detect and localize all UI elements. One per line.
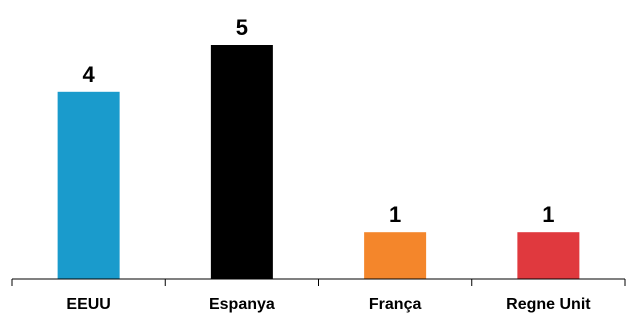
bar-frança [364, 232, 427, 279]
x-axis [11, 278, 626, 286]
value-label: 4 [83, 62, 96, 87]
value-labels-group: 4 5 1 1 [83, 15, 555, 227]
category-label: Espanya [209, 296, 275, 313]
value-label: 1 [389, 202, 401, 227]
category-label: EEUU [66, 296, 110, 313]
bar-eeuu [57, 91, 120, 279]
category-label: França [369, 296, 422, 313]
category-labels-group: EEUU Espanya França Regne Unit [66, 296, 591, 313]
category-label: Regne Unit [506, 296, 591, 313]
bar-espanya [210, 45, 273, 279]
bars-group [57, 45, 580, 279]
bar-regne-unit [517, 232, 580, 279]
value-label: 1 [542, 202, 554, 227]
value-label: 5 [236, 15, 248, 40]
